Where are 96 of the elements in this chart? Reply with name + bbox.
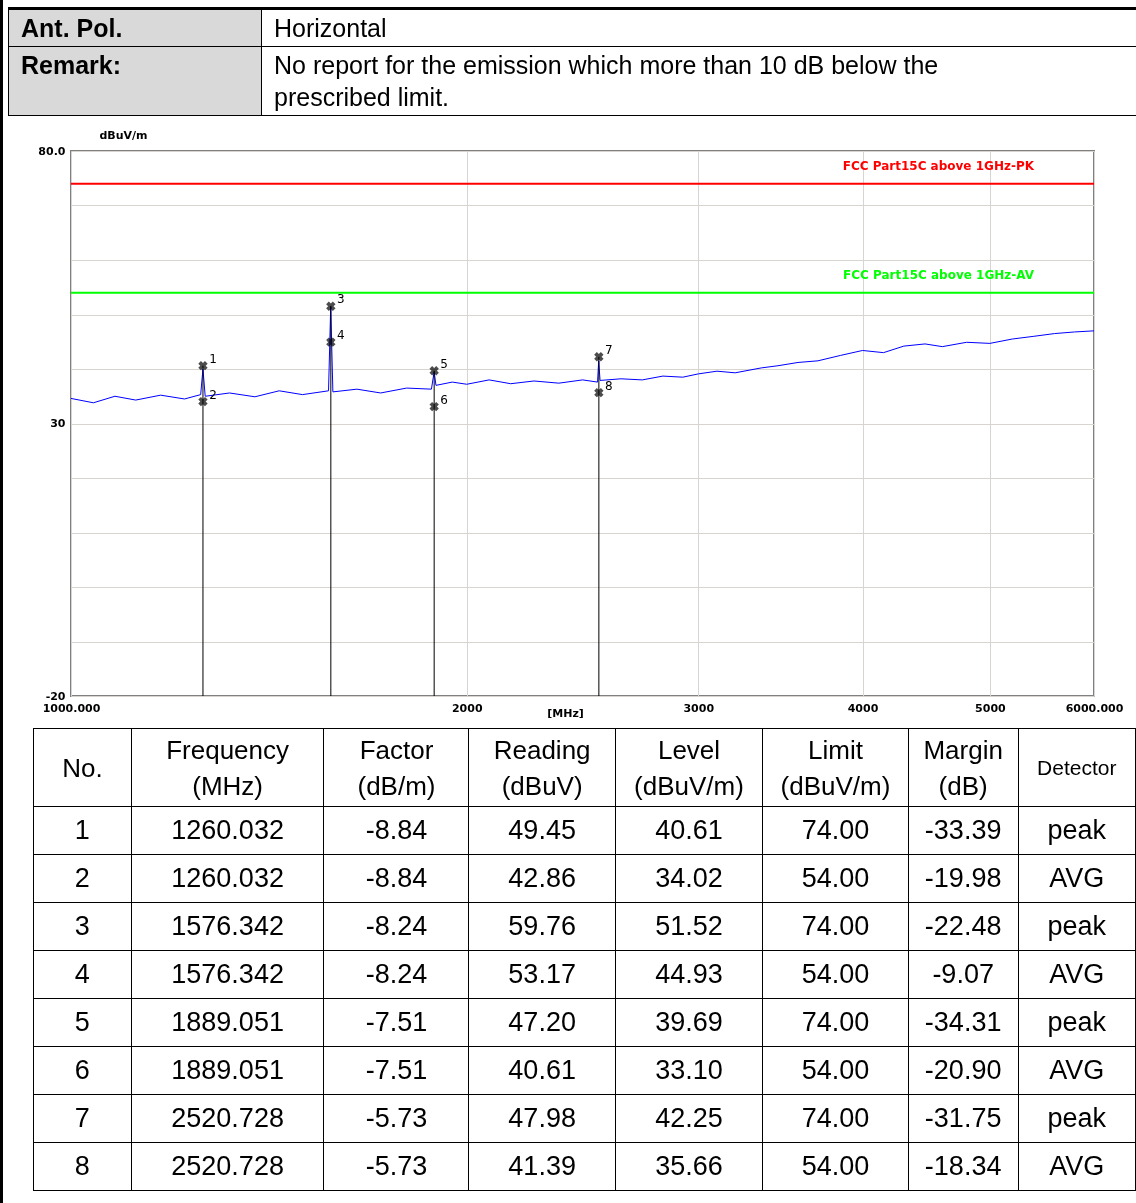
x-tick-label: 5000 (975, 701, 1007, 715)
text: 47.98 (468, 1094, 616, 1143)
text: peak (1018, 806, 1136, 855)
text: 1260.032 (131, 806, 324, 855)
text: -8.24 (323, 902, 469, 951)
text: AVG (1018, 854, 1136, 903)
text: -34.31 (908, 998, 1019, 1047)
text: 74.00 (762, 998, 909, 1047)
text: -9.07 (908, 950, 1019, 999)
text: 4 (33, 950, 132, 999)
text: 1889.051 (131, 998, 324, 1047)
text: Reading (dBuV) (468, 728, 616, 807)
text: 1576.342 (131, 902, 324, 951)
text: Remark: (8, 46, 262, 116)
text: 59.76 (468, 902, 616, 951)
x-tick-label: 4000 (847, 701, 879, 715)
text: 54.00 (762, 854, 909, 903)
text: AVG (1018, 1046, 1136, 1095)
text: 54.00 (762, 1046, 909, 1095)
text: 34.02 (615, 854, 763, 903)
text: 2 (33, 854, 132, 903)
text: 53.17 (468, 950, 616, 999)
text: 74.00 (762, 1094, 909, 1143)
text: Factor (dB/m) (323, 728, 469, 807)
text: 42.25 (615, 1094, 763, 1143)
text: 3 (33, 902, 132, 951)
x-tick-label: 1000.000 (42, 701, 101, 715)
text: -20.90 (908, 1046, 1019, 1095)
x-tick-label: 2000 (451, 701, 483, 715)
text: -31.75 (908, 1094, 1019, 1143)
text: 47.20 (468, 998, 616, 1047)
text: 5 (33, 998, 132, 1047)
ref-line-label: FCC Part15C above 1GHz-AV (843, 267, 1035, 282)
annotation: 1 (209, 351, 217, 366)
annotation: 8 (605, 378, 613, 393)
text: 39.69 (615, 998, 763, 1047)
text: -7.51 (323, 998, 469, 1047)
annotation: 6 (440, 392, 448, 407)
annotation: 5 (440, 356, 448, 371)
text: -19.98 (908, 854, 1019, 903)
y-tick-label: -20 (45, 689, 66, 703)
y-axis-title: dBuV/m (99, 128, 148, 142)
text: 7 (33, 1094, 132, 1143)
y-tick-label: 30 (50, 417, 66, 430)
text: 1 (33, 806, 132, 855)
text: 8 (33, 1142, 132, 1191)
text: No report for the emission which more than 10 dB below the prescribed limit. (261, 46, 1136, 116)
text: -8.24 (323, 950, 469, 999)
text: 51.52 (615, 902, 763, 951)
text: 1260.032 (131, 854, 324, 903)
text: 35.66 (615, 1142, 763, 1191)
text: Limit (dBuV/m) (762, 728, 909, 807)
text: 2520.728 (131, 1142, 324, 1191)
text: No. (33, 728, 132, 807)
x-tick-label: 6000.000 (1065, 701, 1124, 715)
text: 49.45 (468, 806, 616, 855)
text: 1889.051 (131, 1046, 324, 1095)
text: -18.34 (908, 1142, 1019, 1191)
text: peak (1018, 1094, 1136, 1143)
x-tick-label: 3000 (683, 701, 715, 715)
text: 6 (33, 1046, 132, 1095)
annotation: 3 (337, 292, 345, 307)
text: Margin (dB) (908, 728, 1019, 807)
text: -8.84 (323, 854, 469, 903)
text: 2520.728 (131, 1094, 324, 1143)
text: 42.86 (468, 854, 616, 903)
text: 1576.342 (131, 950, 324, 999)
text: Ant. Pol. (8, 8, 262, 47)
text: Horizontal (261, 8, 1136, 47)
text: peak (1018, 902, 1136, 951)
text: Frequency (MHz) (131, 728, 324, 807)
text: 74.00 (762, 806, 909, 855)
text: 33.10 (615, 1046, 763, 1095)
text: -22.48 (908, 902, 1019, 951)
ref-line-label: FCC Part15C above 1GHz-PK (842, 158, 1035, 173)
text: -5.73 (323, 1094, 469, 1143)
text: AVG (1018, 1142, 1136, 1191)
text: 44.93 (615, 950, 763, 999)
annotation: 7 (605, 342, 613, 357)
y-tick-label: 80.0 (38, 144, 66, 158)
annotation: 4 (337, 328, 345, 343)
text: -5.73 (323, 1142, 469, 1191)
text: Detector (1018, 728, 1136, 807)
text: -8.84 (323, 806, 469, 855)
text: 54.00 (762, 950, 909, 999)
x-axis-title: [MHz] (547, 706, 584, 720)
text: 40.61 (615, 806, 763, 855)
text: -33.39 (908, 806, 1019, 855)
text: peak (1018, 998, 1136, 1047)
text: 40.61 (468, 1046, 616, 1095)
text: Level (dBuV/m) (615, 728, 763, 807)
text: 74.00 (762, 902, 909, 951)
text: 41.39 (468, 1142, 616, 1191)
text: AVG (1018, 950, 1136, 999)
text: 54.00 (762, 1142, 909, 1191)
text: -7.51 (323, 1046, 469, 1095)
